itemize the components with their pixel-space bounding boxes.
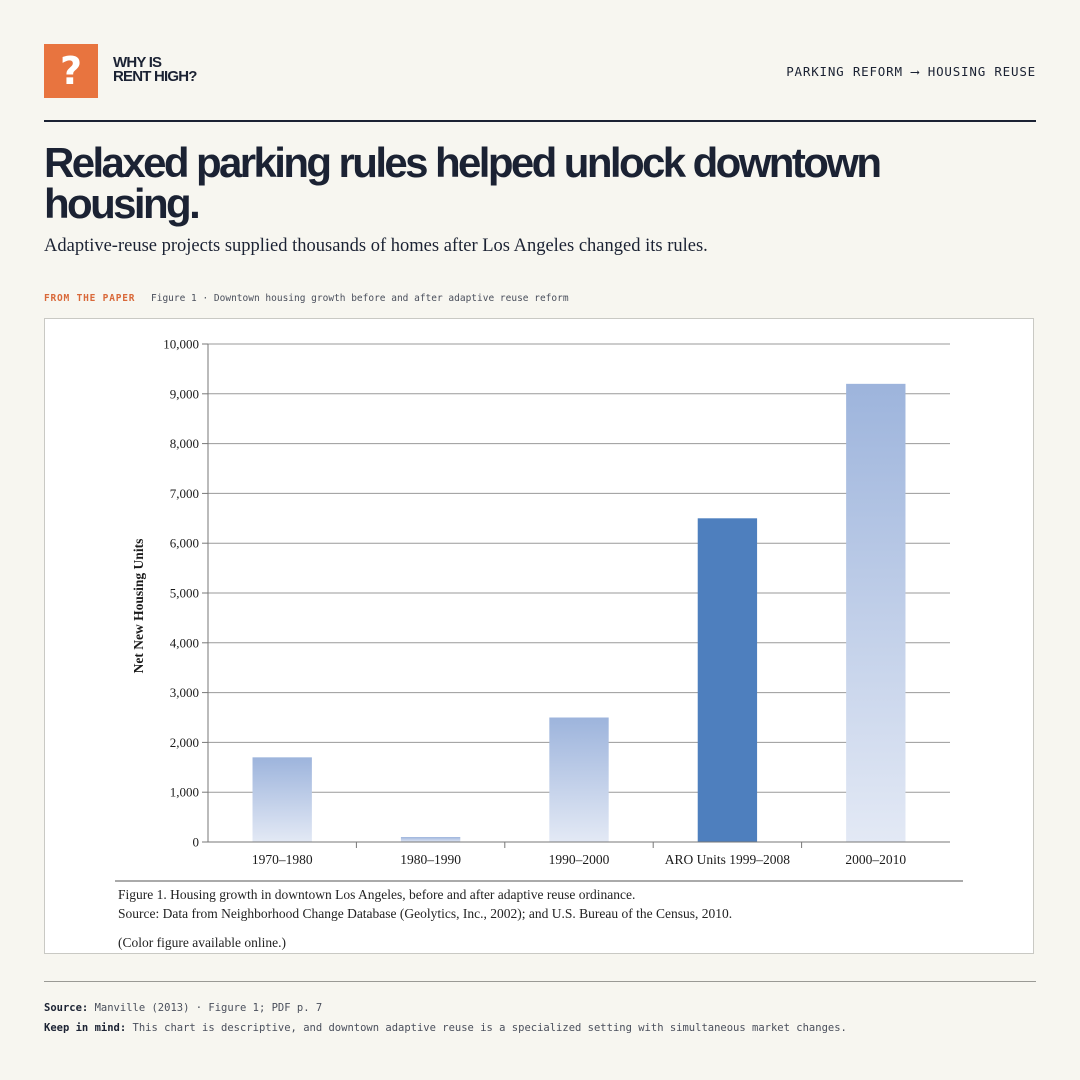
brand-name: WHY IS RENT HIGH? bbox=[113, 54, 233, 85]
y-tick-label: 8,000 bbox=[170, 436, 199, 451]
paper-figure: 0 1,000 2,000 3,000 4,000 5,000 6,000 7,000 8,00… bbox=[44, 318, 1034, 954]
figure-caption-line1: Figure 1. Housing growth in downtown Los… bbox=[118, 887, 636, 902]
footer-note: Keep in mind: This chart is descriptive,… bbox=[44, 1022, 847, 1034]
y-tick-label: 6,000 bbox=[170, 536, 199, 551]
bar bbox=[846, 383, 906, 842]
page-subtitle: Adaptive-reuse projects supplied thousan… bbox=[44, 236, 708, 256]
bar bbox=[697, 518, 758, 842]
figure-short-caption: Figure 1 · Downtown housing growth befor… bbox=[151, 293, 569, 304]
y-tick-label: 7,000 bbox=[170, 486, 199, 501]
x-tick-label: 1980–1990 bbox=[400, 852, 461, 867]
figure-label: FROM THE PAPER Figure 1 · Downtown housi… bbox=[44, 293, 569, 304]
question-mark-icon: ? bbox=[59, 49, 83, 93]
bar bbox=[252, 757, 312, 842]
footer-source-text: Manville (2013) · Figure 1; PDF p. 7 bbox=[94, 1002, 323, 1014]
header-divider bbox=[44, 120, 1036, 122]
footer-source: Source: Manville (2013) · Figure 1; PDF … bbox=[44, 1002, 322, 1014]
bar bbox=[549, 717, 609, 842]
y-tick-label: 5,000 bbox=[170, 586, 199, 601]
bar bbox=[400, 837, 461, 842]
y-tick-label: 2,000 bbox=[170, 735, 199, 750]
figure-caption-color-note: (Color figure available online.) bbox=[118, 935, 286, 950]
x-tick-label: 1990–2000 bbox=[549, 852, 610, 867]
brand-logo: ? bbox=[44, 44, 98, 98]
page-headline: Relaxed parking rules helped unlock down… bbox=[44, 139, 882, 227]
y-tick-label: 3,000 bbox=[170, 685, 199, 700]
figure-kicker: FROM THE PAPER bbox=[44, 293, 136, 304]
footer-note-text: This chart is descriptive, and downtown … bbox=[132, 1022, 847, 1034]
topic-label: PARKING REFORM ⟶ HOUSING REUSE bbox=[786, 64, 1036, 79]
x-tick-label: ARO Units 1999–2008 bbox=[665, 852, 791, 867]
y-tick-label: 9,000 bbox=[170, 386, 199, 401]
x-tick-label: 2000–2010 bbox=[845, 852, 906, 867]
y-tick-label: 4,000 bbox=[170, 635, 199, 650]
y-tick-label: 1,000 bbox=[170, 785, 199, 800]
footer-note-label: Keep in mind: bbox=[44, 1022, 127, 1034]
bar-chart: 0 1,000 2,000 3,000 4,000 5,000 6,000 7,000 8,00… bbox=[115, 337, 963, 882]
y-tick-label: 10,000 bbox=[163, 337, 199, 352]
x-tick-label: 1970–1980 bbox=[252, 852, 313, 867]
y-axis-title: Net New Housing Units bbox=[131, 539, 146, 674]
footer-divider bbox=[44, 981, 1036, 982]
y-tick-label: 0 bbox=[193, 835, 200, 850]
brand-name-line1: WHY IS bbox=[113, 54, 162, 71]
figure-caption-source: Source: Data from Neighborhood Change Da… bbox=[118, 906, 733, 921]
brand-name-line2: RENT HIGH? bbox=[113, 68, 197, 85]
footer-source-label: Source: bbox=[44, 1002, 89, 1014]
